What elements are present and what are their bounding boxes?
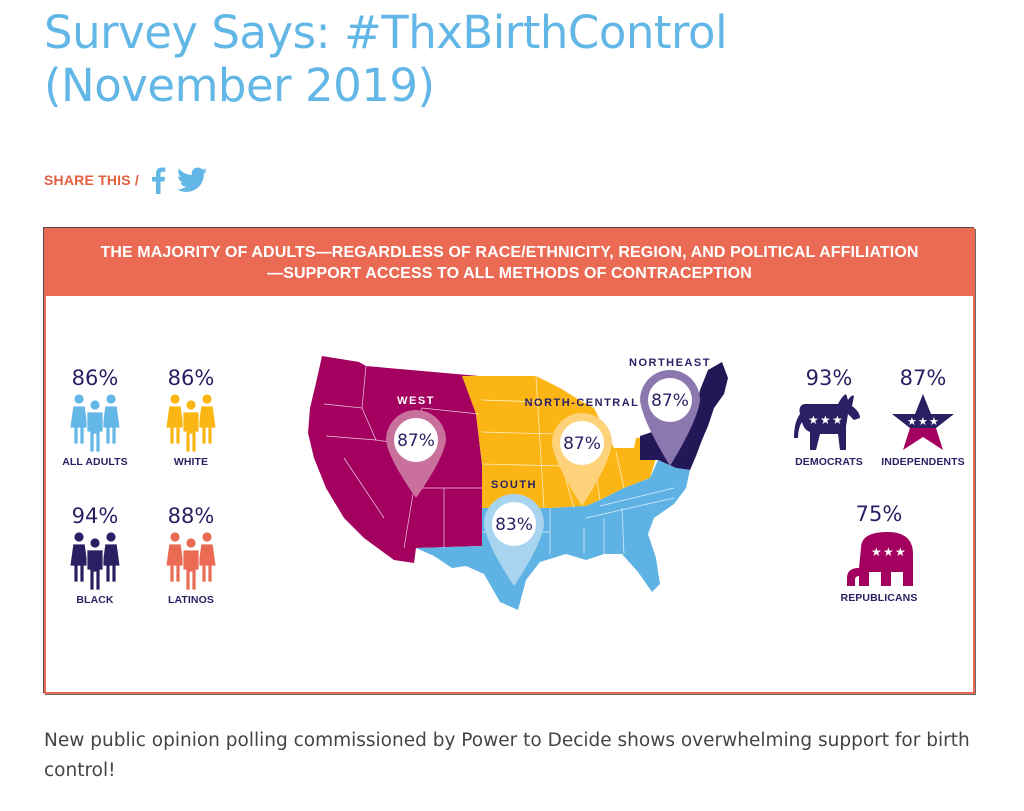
twitter-icon[interactable] [176, 167, 207, 193]
region-pct-west: 87% [397, 431, 435, 451]
facebook-icon[interactable] [149, 166, 167, 194]
stat-value: 86% [71, 366, 119, 390]
region-pin-south: 83% SOUTH [484, 479, 544, 586]
stat-value: 94% [71, 504, 119, 528]
stat-value: 87% [899, 366, 947, 390]
svg-text:★: ★ [929, 416, 939, 428]
person-figures [69, 393, 121, 453]
share-label: SHARE THIS / [44, 172, 139, 188]
svg-text:★: ★ [907, 416, 917, 428]
region-label-south: SOUTH [491, 479, 537, 491]
stat-label: WHITE [173, 456, 209, 468]
region-south [416, 460, 690, 610]
stat-label: LATINOS [167, 594, 214, 606]
us-region-map: 87% WEST 87% NORTH-CENTRAL 87% NORTHEAST… [308, 356, 728, 610]
region-pin-west: 87% WEST [386, 395, 446, 498]
stat-value: 88% [167, 504, 215, 528]
stat-label: BLACK [76, 594, 114, 606]
stat-value: 75% [855, 502, 903, 526]
elephant-icon: ★ ★ ★ [847, 532, 913, 586]
svg-text:★: ★ [832, 413, 843, 427]
svg-text:★: ★ [808, 413, 819, 427]
svg-text:★: ★ [918, 416, 928, 428]
person-figures [69, 531, 121, 591]
stat-label: INDEPENDENTS [881, 456, 965, 468]
region-pin-north-central: 87% NORTH-CENTRAL [525, 397, 640, 506]
region-label-northeast: NORTHEAST [629, 357, 711, 369]
star-icon: ★ ★ ★ [892, 394, 954, 450]
stat-republicans: 75% ★ ★ ★ REPUBLICANS [834, 502, 924, 604]
region-pin-northeast: 87% NORTHEAST [629, 357, 711, 466]
stat-white: 86% WHITE [146, 366, 236, 468]
stat-latinos: 88% LATINOS [146, 504, 236, 606]
region-pct-north-central: 87% [563, 434, 601, 454]
region-pct-south: 83% [495, 515, 533, 535]
svg-text:★: ★ [871, 545, 882, 559]
infographic-banner: THE MAJORITY OF ADULTS—REGARDLESS OF RAC… [46, 230, 973, 296]
person-figures [165, 531, 217, 591]
stat-label: DEMOCRATS [795, 456, 863, 468]
region-pct-northeast: 87% [651, 391, 689, 411]
donkey-icon: ★ ★ ★ [794, 394, 860, 450]
svg-text:★: ★ [883, 545, 894, 559]
stat-label: REPUBLICANS [840, 592, 918, 604]
people-group-icon [165, 531, 217, 591]
stat-democrats: 93% ★ ★ ★ DEMOCRATS [784, 366, 874, 468]
stat-value: 93% [805, 366, 853, 390]
stat-black: 94% BLACK [50, 504, 140, 606]
stat-all-adults: 86% ALL ADULTS [50, 366, 140, 468]
svg-text:★: ★ [895, 545, 906, 559]
people-group-icon [69, 531, 121, 591]
banner-text: THE MAJORITY OF ADULTS—REGARDLESS OF RAC… [100, 244, 919, 282]
region-label-west: WEST [397, 395, 435, 407]
share-bar: SHARE THIS / [44, 166, 207, 194]
people-group-icon [165, 393, 217, 453]
stat-value: 86% [167, 366, 215, 390]
stat-independents: 87% ★ ★ ★ INDEPENDENTS [878, 366, 968, 468]
svg-text:★: ★ [820, 413, 831, 427]
description-paragraph: New public opinion polling commissioned … [44, 730, 970, 781]
infographic: THE MAJORITY OF ADULTS—REGARDLESS OF RAC… [44, 228, 975, 694]
people-group-icon [69, 393, 121, 453]
stat-label: ALL ADULTS [62, 456, 128, 468]
region-label-north-central: NORTH-CENTRAL [525, 397, 640, 409]
person-figures [165, 393, 217, 453]
page-title: Survey Says: #ThxBirthControl (November … [44, 6, 728, 112]
